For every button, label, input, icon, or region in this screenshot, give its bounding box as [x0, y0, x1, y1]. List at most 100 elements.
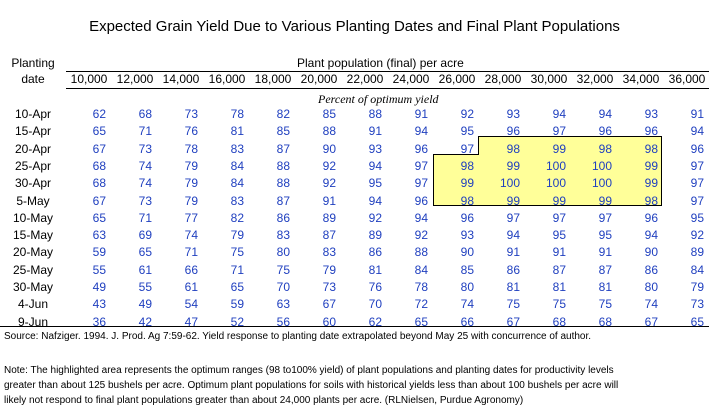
yield-cell: 71 [184, 245, 198, 260]
yield-cell: 98 [460, 158, 474, 173]
yield-cell: 81 [230, 124, 244, 139]
yield-cell: 66 [460, 314, 474, 329]
yield-cell: 55 [92, 262, 106, 277]
note-text: Note: The highlighted area represents th… [4, 363, 704, 408]
yield-cell: 95 [690, 210, 704, 225]
yield-cell: 91 [552, 245, 566, 260]
yield-cell: 80 [460, 280, 474, 294]
yield-cell: 99 [644, 176, 658, 191]
yield-cell: 92 [690, 228, 704, 243]
yield-cell: 79 [184, 193, 198, 208]
yield-cell: 91 [368, 124, 382, 139]
planting-header-line1: Planting [11, 56, 55, 70]
note-line: greater than about 125 bushels per acre.… [4, 380, 619, 391]
yield-cell: 76 [368, 280, 382, 294]
yield-cell: 79 [184, 158, 198, 173]
population-column-header: 22,000 [346, 72, 384, 86]
yield-cell: 98 [506, 141, 520, 156]
yield-cell: 73 [138, 193, 152, 208]
yield-cell: 54 [184, 297, 198, 312]
yield-cell: 36 [92, 314, 106, 329]
yield-cell: 91 [598, 245, 612, 260]
yield-cell: 86 [644, 262, 658, 277]
yield-cell: 49 [138, 297, 152, 312]
yield-cell: 99 [598, 193, 612, 208]
yield-cell: 97 [690, 176, 704, 191]
yield-cell: 94 [368, 193, 382, 208]
yield-cell: 95 [598, 228, 612, 243]
yield-cell: 74 [138, 176, 152, 191]
population-column-header: 12,000 [116, 72, 154, 86]
header-rule-bottom [66, 88, 709, 89]
yield-cell: 74 [644, 297, 658, 312]
yield-cell: 65 [230, 280, 244, 294]
yield-cell: 52 [230, 314, 244, 329]
yield-cell: 77 [184, 210, 198, 225]
yield-cell: 97 [690, 193, 704, 208]
yield-cell: 42 [138, 314, 152, 329]
planting-date-label: 15-Apr [14, 124, 52, 139]
yield-cell: 97 [414, 176, 428, 191]
yield-cell: 92 [322, 176, 336, 191]
yield-cell: 92 [460, 107, 474, 121]
yield-cell: 84 [690, 262, 704, 277]
yield-cell: 98 [460, 193, 474, 208]
yield-cell: 75 [552, 297, 566, 312]
yield-cell: 99 [506, 158, 520, 173]
yield-cell: 47 [184, 314, 198, 329]
yield-cell: 65 [414, 314, 428, 329]
yield-cell: 94 [690, 124, 704, 139]
yield-cell: 74 [138, 158, 152, 173]
percent-label: Percent of optimum yield [318, 92, 439, 106]
yield-cell: 81 [552, 280, 566, 294]
planting-date-label: 20-May [12, 245, 53, 260]
yield-cell: 81 [506, 280, 520, 294]
yield-cell: 76 [184, 124, 198, 139]
population-column-header: 18,000 [254, 72, 292, 86]
yield-cell: 78 [230, 107, 244, 121]
yield-cell: 96 [506, 124, 520, 139]
yield-cell: 85 [322, 107, 336, 121]
yield-cell: 99 [552, 141, 566, 156]
planting-header-line2: date [21, 72, 45, 86]
yield-cell: 83 [230, 141, 244, 156]
yield-cell: 89 [322, 210, 336, 225]
planting-date-label: 9-Jun [17, 314, 49, 329]
yield-cell: 93 [644, 107, 658, 121]
yield-cell: 93 [368, 141, 382, 156]
yield-cell: 99 [460, 176, 474, 191]
yield-cell: 70 [276, 280, 290, 294]
planting-date-label: 4-Jun [17, 297, 49, 312]
yield-cell: 87 [322, 228, 336, 243]
yield-cell: 90 [644, 245, 658, 260]
yield-cell: 49 [92, 280, 106, 294]
yield-cell: 60 [322, 314, 336, 329]
yield-cell: 65 [138, 245, 152, 260]
yield-cell: 91 [414, 107, 428, 121]
yield-cell: 70 [368, 297, 382, 312]
population-column-header: 26,000 [438, 72, 476, 86]
yield-cell: 55 [138, 280, 152, 294]
header-rule-top [66, 71, 709, 72]
yield-cell: 79 [322, 262, 336, 277]
planting-date-label: 5-May [16, 193, 50, 208]
yield-cell: 97 [414, 158, 428, 173]
planting-date-label: 10-May [12, 210, 53, 225]
yield-cell: 62 [368, 314, 382, 329]
yield-cell: 94 [414, 124, 428, 139]
yield-cell: 92 [414, 228, 428, 243]
yield-cell: 96 [414, 141, 428, 156]
yield-cell: 65 [92, 210, 106, 225]
page-title: Expected Grain Yield Due to Various Plan… [89, 18, 620, 35]
yield-cell: 93 [506, 107, 520, 121]
yield-cell: 85 [276, 124, 290, 139]
population-column-header: 16,000 [208, 72, 246, 86]
population-column-header: 30,000 [530, 72, 568, 86]
yield-cell: 95 [460, 124, 474, 139]
yield-cell: 94 [506, 228, 520, 243]
note-line: Note: The highlighted area represents th… [4, 365, 614, 376]
yield-cell: 88 [368, 107, 382, 121]
yield-cell: 84 [230, 176, 244, 191]
yield-cell: 96 [690, 141, 704, 156]
yield-cell: 83 [230, 193, 244, 208]
